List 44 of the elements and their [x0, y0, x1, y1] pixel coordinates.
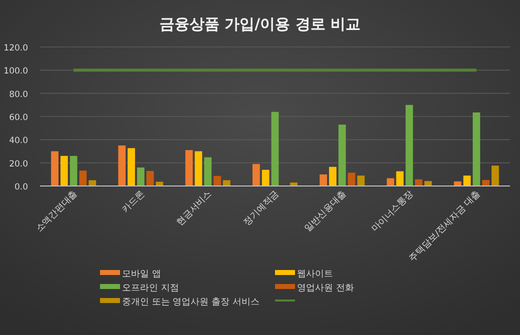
bar: [329, 166, 336, 186]
bar: [463, 176, 471, 186]
bar: [424, 181, 432, 186]
bar: [60, 156, 68, 186]
bar: [128, 148, 136, 186]
legend-label: 영업사원 전화: [297, 284, 354, 294]
bar: [146, 170, 154, 186]
bar: [252, 164, 260, 186]
y-tick-label: 100.0: [4, 66, 28, 77]
bar: [51, 151, 58, 186]
bar: [194, 151, 202, 186]
bar: [185, 150, 193, 186]
bar: [492, 166, 499, 186]
bar: [357, 176, 365, 186]
bar: [386, 178, 394, 186]
bar: [214, 176, 221, 186]
bar: [406, 104, 413, 186]
y-tick-label: 80.0: [9, 90, 28, 100]
bar: [396, 171, 404, 186]
bar: [70, 156, 78, 186]
bar: [204, 157, 212, 186]
bar: [79, 170, 87, 186]
y-tick-label: 60.0: [9, 113, 28, 123]
bar: [472, 112, 480, 186]
y-tick-label: 0.0: [14, 182, 28, 192]
bar: [262, 170, 270, 186]
bar: [320, 174, 328, 186]
legend-label: 웹사이트: [297, 270, 333, 280]
bar: [222, 180, 230, 186]
legend-label: 중개인 또는 영업사원 출장 서비스: [122, 298, 260, 308]
bar: [482, 180, 490, 186]
chart-title: 금융상품 가입/이용 경로 비교: [159, 15, 361, 33]
bar: [137, 167, 144, 186]
legend-label: 오프라인 지점: [122, 284, 179, 294]
y-tick-label: 120.0: [4, 44, 28, 54]
bar: [348, 172, 356, 186]
legend-label: 모바일 앱: [122, 270, 161, 280]
bar: [338, 124, 346, 186]
bar: [271, 112, 279, 186]
bar: [414, 179, 422, 186]
y-tick-label: 40.0: [9, 136, 28, 146]
bar: [118, 145, 126, 186]
y-tick-label: 20.0: [9, 159, 28, 170]
bar: [88, 180, 96, 186]
